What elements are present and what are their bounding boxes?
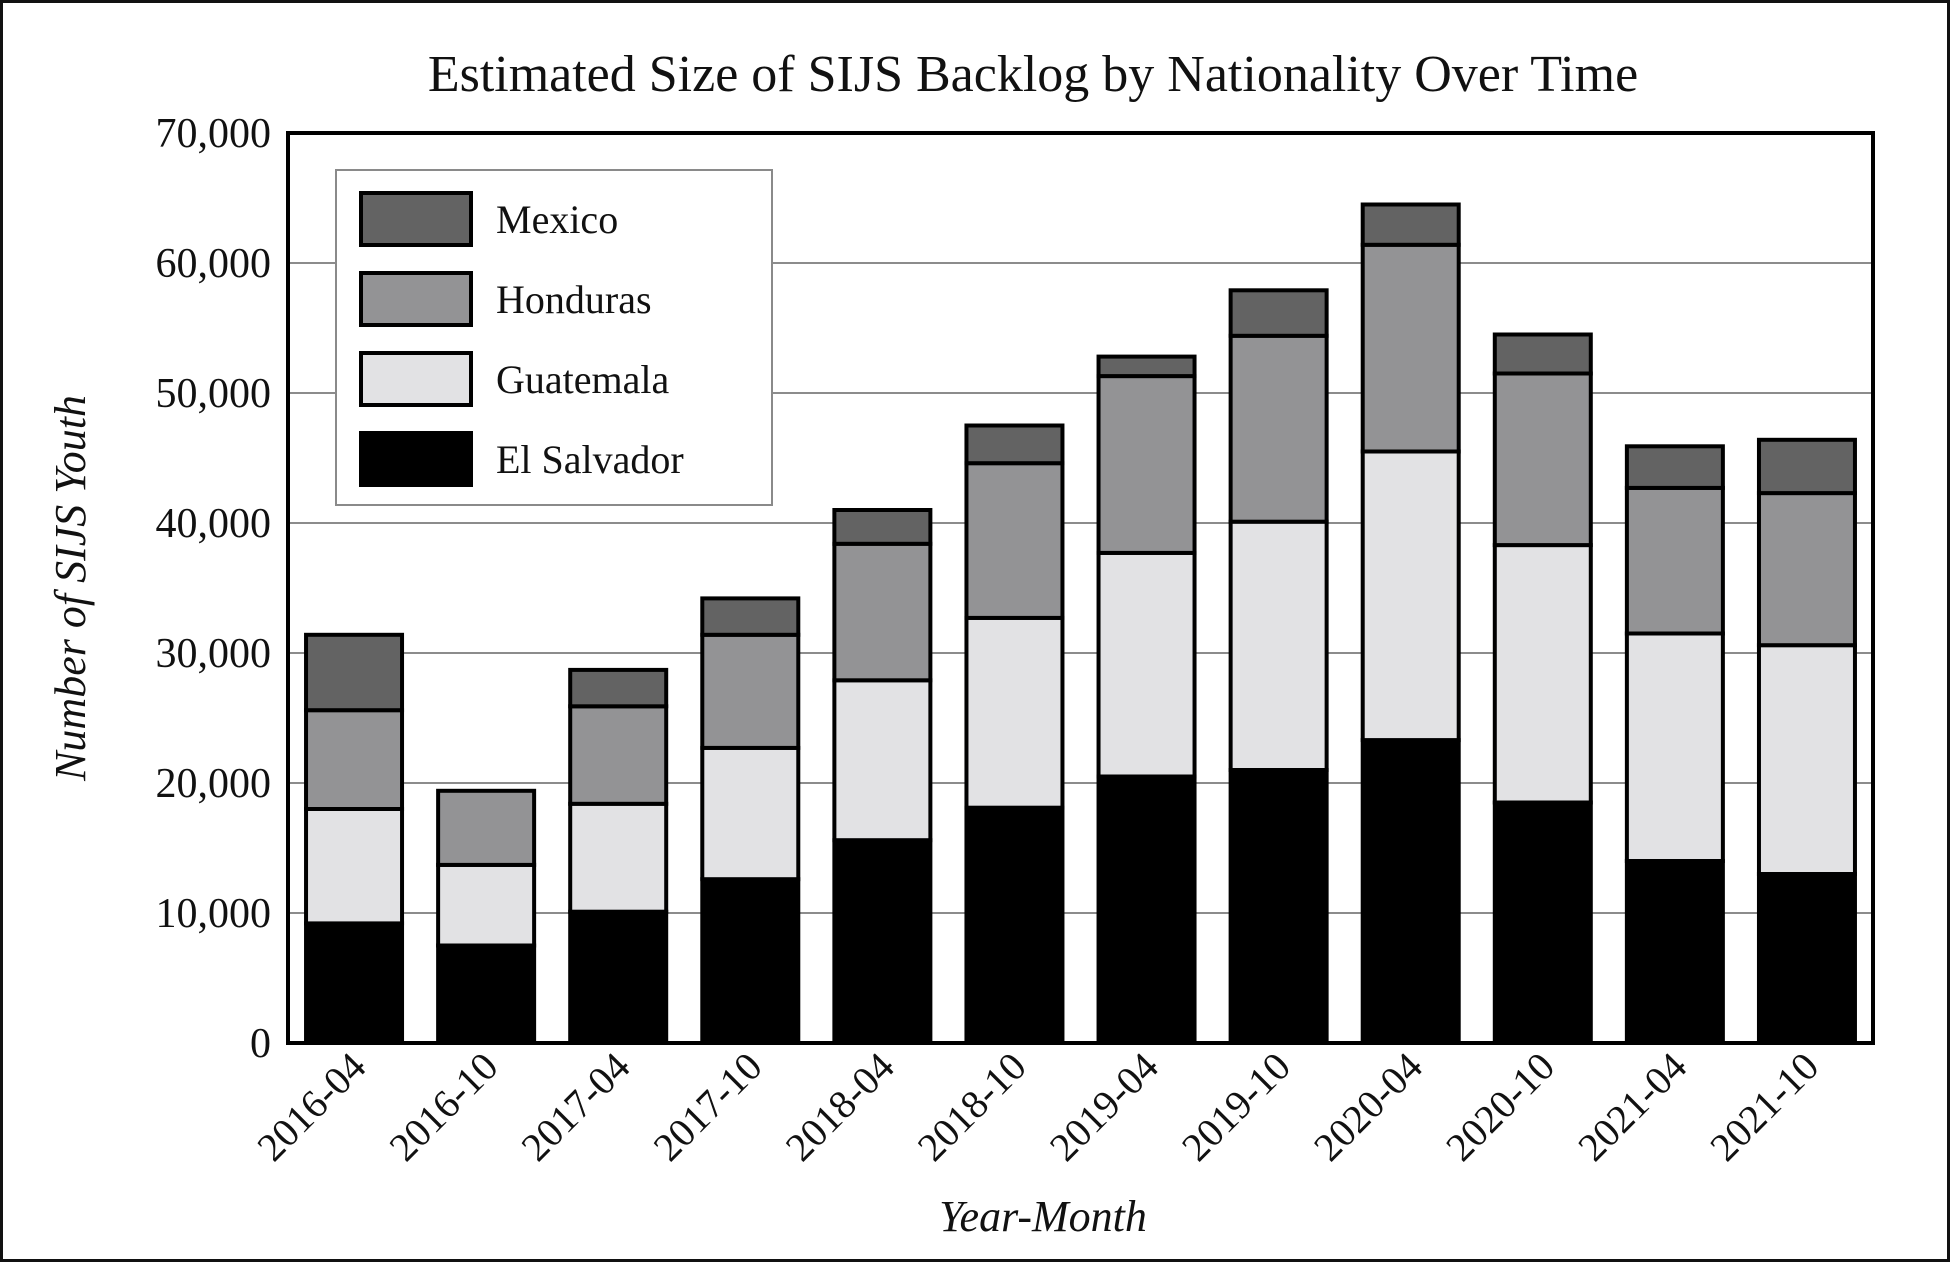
y-tick-label: 70,000 [156,111,272,157]
bar-segment-el-salvador [700,877,801,1046]
legend-swatch [359,431,473,487]
bar-segment-guatemala [964,615,1065,810]
bar-segment-mexico [1756,437,1857,496]
x-tick-label: 2018-10 [909,1044,1035,1170]
x-tick-label: 2016-10 [380,1044,506,1170]
x-tick-label: 2020-10 [1437,1044,1563,1170]
x-tick-label: 2021-10 [1701,1044,1827,1170]
bar-segment-el-salvador [1624,859,1725,1045]
bar-segment-mexico [1228,288,1329,338]
bar-segment-guatemala [700,745,801,882]
bar-segment-honduras [700,632,801,750]
legend-label: Honduras [496,277,652,322]
bar-segment-el-salvador [436,943,537,1045]
bar-segment-mexico [1492,332,1593,376]
y-tick-label: 20,000 [156,761,272,807]
bar-segment-guatemala [1360,449,1461,743]
y-tick-label: 40,000 [156,501,272,547]
bar-segment-mexico [304,632,405,713]
x-tick-label: 2020-04 [1305,1044,1431,1170]
bar-segment-el-salvador [1228,768,1329,1045]
bar-segment-mexico [568,667,669,709]
bar-segment-el-salvador [1096,774,1197,1045]
bar-segment-honduras [1624,485,1725,636]
bar-segment-honduras [436,788,537,867]
bar-segment-guatemala [568,801,669,914]
x-tick-label: 2017-04 [512,1044,638,1170]
x-tick-label: 2021-04 [1569,1044,1695,1170]
bar-segment-honduras [1756,491,1857,648]
legend: Mexico Honduras Guatemala El Salvador [335,169,773,506]
legend-swatch [359,191,473,247]
x-tick-label: 2019-10 [1173,1044,1299,1170]
x-tick-label: 2017-10 [645,1044,771,1170]
bar-segment-honduras [568,704,669,806]
y-axis-tick-labels: 0 10,000 20,000 30,000 40,000 50,000 60,000 70,… [156,111,272,1067]
x-axis-label: Year-Month [939,1192,1147,1241]
bar-segment-guatemala [832,678,933,843]
bar-segment-mexico [1096,354,1197,379]
legend-label: Guatemala [496,357,669,402]
bar-segment-mexico [964,423,1065,466]
bar-segment-honduras [1228,333,1329,524]
bar-segment-el-salvador [304,921,405,1046]
bar-segment-el-salvador [568,909,669,1046]
y-tick-label: 10,000 [156,891,272,937]
y-tick-label: 60,000 [156,241,272,287]
plot-area-frame [286,131,1875,1045]
bar-segment-guatemala [436,862,537,948]
bar-segment-honduras [1492,371,1593,548]
bar-segment-honduras [832,541,933,683]
bar-segment-mexico [700,596,801,637]
bar-segment-honduras [304,708,405,812]
bar-segment-el-salvador [964,805,1065,1046]
y-tick-label: 0 [250,1021,271,1067]
bar-segment-guatemala [1492,543,1593,805]
y-tick-label: 30,000 [156,631,272,677]
y-tick-label: 50,000 [156,371,272,417]
stacked-bar-chart: Estimated Size of SIJS Backlog by Nation… [46,46,1875,1241]
x-axis-tick-labels: 2016-04 2016-10 2017-04 2017-10 2018-04 2018-… [248,1044,1827,1170]
bar-segment-guatemala [1228,519,1329,773]
bar-segment-guatemala [1624,631,1725,863]
x-tick-label: 2019-04 [1041,1044,1167,1170]
bar-segment-mexico [1624,444,1725,490]
chart-title: Estimated Size of SIJS Backlog by Nation… [428,46,1638,103]
bar-segment-el-salvador [1492,800,1593,1045]
legend-swatch [359,351,473,407]
x-tick-label: 2018-04 [777,1044,903,1170]
bar-segment-guatemala [1096,550,1197,779]
y-axis-label: Number of SIJS Youth [46,395,95,782]
bar-segment-honduras [964,461,1065,620]
bar-segment-honduras [1096,374,1197,555]
legend-label: El Salvador [496,437,684,482]
legend-swatch [359,271,473,327]
bar-segment-mexico [832,508,933,546]
bar-segment-honduras [1360,242,1461,454]
bar-segment-el-salvador [1756,872,1857,1045]
legend-label: Mexico [496,197,618,242]
bar-segment-el-salvador [1360,738,1461,1045]
bar-segment-mexico [1360,202,1461,247]
bar-segment-el-salvador [832,838,933,1046]
bar-segment-guatemala [304,807,405,926]
bar-segment-guatemala [1756,643,1857,877]
